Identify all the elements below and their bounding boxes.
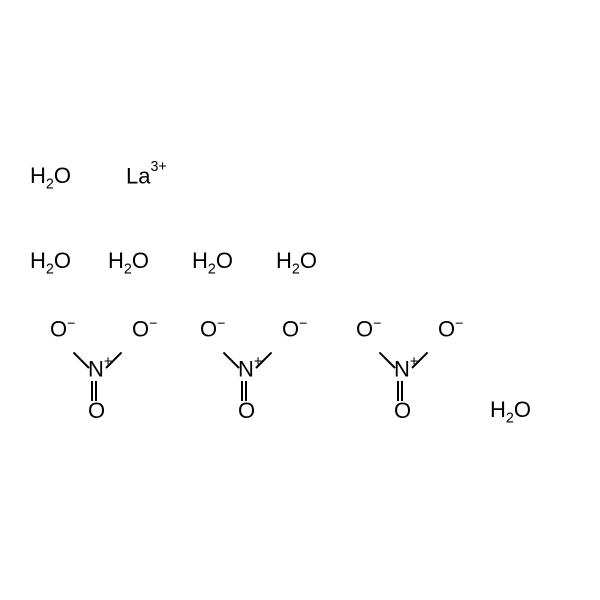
water-bottom: H2O	[490, 397, 531, 426]
nitrate-2-bond-no	[241, 381, 247, 401]
nitrate-2-o-left: O−	[200, 316, 225, 342]
nitrate-3-bond-no	[397, 381, 403, 401]
nitrate-3-o-bottom: O	[394, 398, 411, 424]
nitrate-3-o-left: O−	[356, 316, 381, 342]
lanthanum-ion: La3+	[126, 163, 167, 189]
nitrate-2-o-bottom: O	[238, 398, 255, 424]
nitrate-3-o-right: O−	[438, 316, 463, 342]
nitrate-1-bond-no	[91, 381, 97, 401]
nitrate-3-n: N+	[394, 356, 418, 382]
nitrate-1-n: N+	[88, 356, 112, 382]
chemical-structure-diagram: H2O La3+ H2O H2O H2O H2O O− O− N+ O O− O…	[0, 0, 600, 600]
water-top: H2O	[30, 163, 71, 192]
nitrate-1-o-right: O−	[132, 316, 157, 342]
nitrate-1-o-bottom: O	[88, 398, 105, 424]
water-row-3: H2O	[192, 248, 233, 277]
nitrate-2-n: N+	[238, 356, 262, 382]
water-row-4: H2O	[276, 248, 317, 277]
nitrate-2-o-right: O−	[282, 316, 307, 342]
water-row-1: H2O	[30, 248, 71, 277]
water-row-2: H2O	[108, 248, 149, 277]
nitrate-1-o-left: O−	[50, 316, 75, 342]
